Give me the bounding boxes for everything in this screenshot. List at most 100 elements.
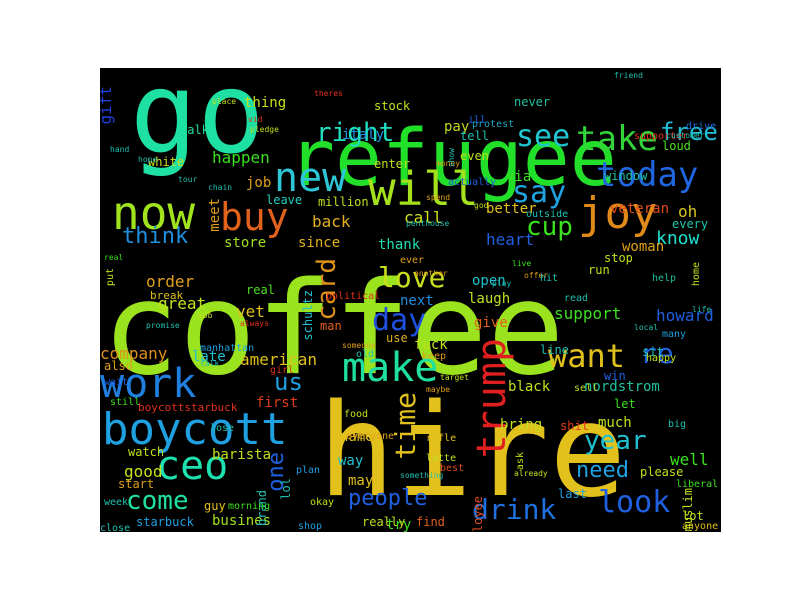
word-nordstrom: nordstrom: [584, 379, 660, 395]
word-already: already: [514, 469, 548, 478]
word-gift: gift: [100, 86, 115, 125]
word-way: way: [338, 453, 364, 469]
word-lose: lose: [210, 423, 235, 434]
word-man: man: [320, 319, 342, 333]
word-real: real: [104, 253, 124, 262]
word-love: love: [378, 261, 446, 294]
word-support: support: [554, 304, 622, 323]
word-break: break: [150, 289, 184, 302]
word-protest: protest: [472, 119, 515, 130]
word-shop: shop: [298, 521, 323, 532]
word-great: great: [158, 294, 207, 313]
word-drink: drink: [472, 493, 557, 526]
word-now: now: [112, 186, 196, 240]
word-plan: plan: [296, 465, 321, 476]
word-sit: sit: [642, 345, 664, 359]
word-promise: promise: [146, 321, 180, 330]
word-cup: cup: [526, 212, 573, 242]
word-life: life: [692, 305, 712, 314]
word-card: card: [312, 258, 342, 321]
word-refugee: refugee: [288, 114, 617, 204]
word-enter: enter: [374, 157, 411, 171]
word-even: even: [460, 149, 489, 163]
word-manhattan: manhattan: [200, 343, 255, 354]
word-day: day: [372, 303, 427, 338]
word-last: last: [558, 487, 587, 501]
word-free: free: [660, 118, 718, 146]
word-local: local: [634, 323, 659, 332]
word-god: god: [474, 201, 489, 210]
word-outside: outside: [526, 209, 569, 220]
word-ever: ever: [400, 255, 425, 266]
word-boycottstarbuck: boycottstarbuck: [138, 401, 238, 414]
word-spend: spend: [426, 193, 451, 202]
word-something: something: [400, 471, 444, 480]
word-veteran: veteran: [610, 201, 670, 217]
word-okay: okay: [310, 497, 335, 508]
word-italy: italy: [342, 127, 385, 143]
word-another: another: [414, 269, 448, 278]
word-howard: howard: [656, 306, 714, 325]
word-political: political: [326, 291, 381, 302]
word-will: will: [368, 162, 479, 216]
word-laugh: laugh: [468, 291, 511, 307]
word-tell: tell: [460, 129, 489, 143]
word-put: put: [105, 268, 116, 287]
word-every: every: [672, 217, 709, 231]
word-via: via: [506, 169, 532, 185]
word-ask: ask: [515, 452, 526, 471]
word-many: many: [662, 329, 687, 340]
word-latte: latte: [426, 453, 457, 464]
word-everyone: everyone: [346, 431, 395, 442]
word-year: year: [584, 426, 647, 456]
word-rifle: rifle: [426, 433, 457, 444]
word-read: read: [564, 293, 589, 304]
word-play: play: [492, 279, 512, 288]
word-woman: woman: [622, 239, 665, 255]
word-walk: walk: [180, 123, 209, 137]
word-trump: trump: [469, 338, 515, 459]
word-theres: theres: [314, 89, 343, 98]
word-please: please: [640, 465, 684, 479]
word-first: first: [256, 395, 299, 411]
word-people: people: [348, 486, 428, 511]
word-leave: leave: [266, 193, 303, 207]
word-stock: stock: [374, 99, 411, 113]
word-american: american: [240, 350, 318, 369]
word-real: real: [246, 283, 275, 297]
word-call: call: [404, 208, 443, 227]
word-new: new: [274, 155, 347, 201]
word-girl: girl: [270, 365, 295, 376]
word-anyone: anyone: [682, 521, 719, 532]
word-place: place: [212, 97, 237, 106]
word-really: really: [362, 515, 406, 529]
word-look: look: [598, 485, 671, 520]
word-time: time: [389, 392, 422, 460]
word-since: since: [298, 235, 341, 251]
word-think: think: [122, 224, 189, 249]
word-chain: chain: [208, 183, 233, 192]
word-lot: lot: [682, 509, 704, 523]
word-meet: meet: [207, 198, 223, 232]
word-find: find: [416, 515, 445, 529]
word-hand: hand: [110, 145, 130, 154]
word-drive: drive: [686, 121, 717, 132]
word-today: today: [596, 155, 699, 195]
word-liberal: liberal: [676, 479, 719, 490]
word-food: food: [344, 409, 369, 420]
word-always: always: [240, 319, 269, 328]
word-customer: customer: [666, 131, 705, 140]
word-work: work: [100, 361, 197, 407]
word-supporter: supporter: [634, 131, 689, 142]
word-morning: morning: [228, 501, 271, 512]
word-talk: talk: [200, 359, 220, 368]
word-window: window: [604, 169, 648, 183]
word-open: open: [472, 273, 506, 289]
word-million: million: [318, 195, 369, 209]
word-happy: happy: [646, 353, 677, 364]
word-know: know: [656, 228, 700, 249]
word-maybe: maybe: [426, 385, 451, 394]
word-ceo: ceo: [156, 443, 229, 489]
word-still: still: [110, 397, 141, 408]
word-buy: buy: [220, 195, 289, 239]
